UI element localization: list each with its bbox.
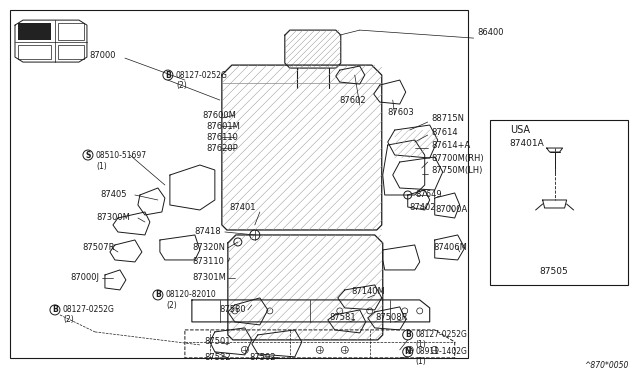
Bar	[490, 120, 628, 285]
Text: 87000J: 87000J	[70, 273, 99, 282]
Text: 87401: 87401	[230, 203, 257, 212]
Text: (2): (2)	[176, 81, 187, 90]
Text: USA: USA	[509, 125, 530, 135]
Text: B: B	[165, 71, 171, 80]
Text: N: N	[404, 347, 411, 356]
Text: 87505: 87505	[540, 267, 568, 276]
Text: 87508R: 87508R	[376, 314, 408, 323]
Text: 08127-0252G: 08127-0252G	[63, 305, 115, 314]
Text: 08127-0252G: 08127-0252G	[176, 71, 228, 80]
Text: (2): (2)	[166, 301, 177, 310]
Text: 87649: 87649	[416, 190, 442, 199]
Text: 87600M: 87600M	[203, 110, 237, 119]
Text: 87614: 87614	[432, 128, 458, 137]
Text: 87140M: 87140M	[352, 288, 385, 296]
Text: 87581: 87581	[330, 314, 356, 323]
Text: 87401A: 87401A	[509, 138, 545, 148]
Bar	[18, 23, 51, 40]
Text: 87603: 87603	[388, 108, 415, 116]
Text: 08120-82010: 08120-82010	[166, 291, 216, 299]
Bar	[10, 10, 468, 358]
Text: S: S	[85, 151, 91, 160]
Text: B: B	[52, 305, 58, 314]
Bar	[58, 23, 84, 40]
Text: 08510-51697: 08510-51697	[96, 151, 147, 160]
Text: 08911-1402G: 08911-1402G	[416, 347, 468, 356]
Text: 08127-0252G: 08127-0252G	[416, 330, 468, 339]
Text: 87320N: 87320N	[193, 243, 226, 253]
Text: B: B	[155, 291, 161, 299]
Text: 86400: 86400	[477, 28, 504, 36]
Text: 87000A: 87000A	[436, 205, 468, 215]
Text: 87405: 87405	[100, 190, 127, 199]
Text: 87602: 87602	[340, 96, 366, 105]
Text: 87502: 87502	[250, 353, 276, 362]
Text: 87418: 87418	[195, 227, 221, 237]
Text: 87601M: 87601M	[207, 122, 241, 131]
Text: 87402: 87402	[410, 203, 436, 212]
Text: B: B	[405, 330, 411, 339]
Text: 87000: 87000	[89, 51, 115, 60]
Text: 87532: 87532	[205, 353, 232, 362]
Text: 87614+A: 87614+A	[432, 141, 471, 150]
Text: 87300M: 87300M	[96, 214, 130, 222]
Bar	[58, 45, 84, 59]
Text: (2): (2)	[63, 315, 74, 324]
Text: 87750M(LH): 87750M(LH)	[432, 166, 483, 174]
Bar	[18, 45, 51, 59]
Text: 87700M(RH): 87700M(RH)	[432, 154, 484, 163]
Text: ^870*0050: ^870*0050	[584, 361, 629, 371]
Text: 873110: 873110	[193, 257, 225, 266]
Text: (1): (1)	[96, 161, 107, 170]
Text: 87301M: 87301M	[193, 273, 227, 282]
Text: 876110: 876110	[207, 132, 239, 141]
Text: 87406M: 87406M	[434, 243, 468, 253]
Text: (1): (1)	[416, 340, 426, 349]
Text: 87507R: 87507R	[82, 243, 115, 253]
Text: (1): (1)	[416, 357, 426, 366]
Text: 88715N: 88715N	[432, 113, 465, 122]
Text: 87620P: 87620P	[207, 144, 239, 153]
Text: 87501: 87501	[205, 337, 232, 346]
Text: 87580: 87580	[220, 305, 246, 314]
